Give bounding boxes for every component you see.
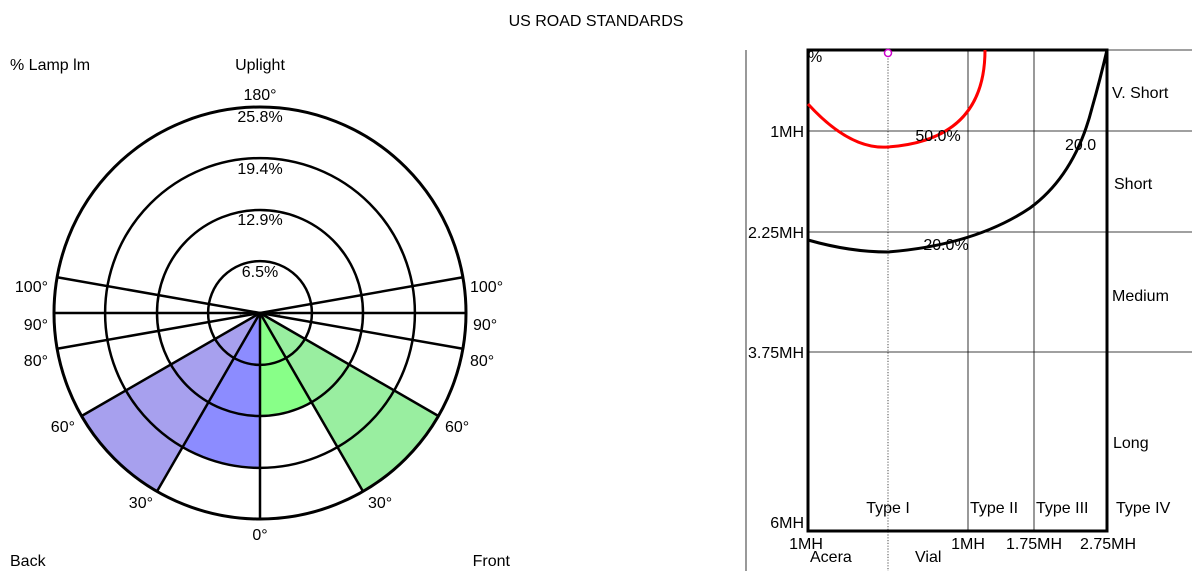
polar-ray-back-30: [155, 312, 262, 493]
luminaire-marker: [883, 48, 893, 58]
polar-ray-back-80: [56, 311, 261, 351]
polar-angle-100-left: 100°: [15, 279, 48, 296]
type-label-3: Type III: [1036, 500, 1088, 517]
y-label-1mh: 1MH: [770, 124, 804, 141]
polar-ray-back-60: [80, 311, 261, 418]
topleft-percent-fragment: %: [808, 49, 822, 66]
x-label-175mh: 1.75MH: [1006, 536, 1062, 553]
polar-ring-label-3: 19.4%: [237, 161, 282, 178]
bottom-label-acera: Acera: [810, 549, 852, 566]
y-label-375mh: 3.75MH: [748, 345, 804, 362]
polar-unit-label: % Lamp lm: [10, 57, 90, 74]
x-label-1mh: 1MH: [951, 536, 985, 553]
polar-ray-front-80: [259, 311, 464, 351]
polar-ring-label-1: 6.5%: [242, 264, 278, 281]
x-label-275mh: 2.75MH: [1080, 536, 1136, 553]
range-label-medium: Medium: [1112, 288, 1169, 305]
type-label-2: Type II: [970, 500, 1018, 517]
polar-zone-fills: [81, 311, 439, 492]
range-label-vshort: V. Short: [1112, 85, 1169, 102]
polar-angle-60-right: 60°: [445, 419, 469, 436]
contour-50pct: [806, 49, 987, 149]
contour-20pct-label: 20.0%: [923, 237, 968, 254]
polar-angle-180: 180°: [243, 87, 276, 104]
polar-back-label: Back: [10, 553, 47, 570]
contour-20pct: [807, 49, 1109, 254]
y-label-6mh: 6MH: [770, 515, 804, 532]
y-label-225mh: 2.25MH: [748, 225, 804, 242]
polar-ray-front-100: [259, 275, 464, 315]
contour-50pct-label: 50.0%: [915, 128, 960, 145]
polar-ring-label-2: 12.9%: [237, 212, 282, 229]
polar-ray-front-60: [259, 311, 440, 418]
polar-front-label: Front: [473, 553, 511, 570]
bottom-label-vial: Vial: [915, 549, 941, 566]
polar-ray-front-30: [258, 312, 365, 493]
isolux-diagram: 50.0% 20.0% 20.0 % 1MH 2.25MH 3.75MH 6MH…: [745, 48, 1192, 571]
polar-ray-back-100: [56, 275, 261, 315]
x-label-left-1mh: 1MH: [789, 536, 823, 553]
type-label-4: Type IV: [1116, 500, 1171, 517]
contour-20pct-edge-label: 20.0: [1065, 137, 1096, 154]
polar-angle-30-right: 30°: [368, 495, 392, 512]
polar-angle-80-left: 80°: [24, 353, 48, 370]
polar-rays: [54, 275, 466, 519]
report-title: US ROAD STANDARDS: [509, 13, 684, 30]
polar-angle-90-left: 90°: [24, 317, 48, 334]
polar-angle-0: 0°: [252, 527, 267, 544]
isolux-frame: [806, 48, 1109, 533]
polar-angle-30-left: 30°: [129, 495, 153, 512]
range-label-long: Long: [1113, 435, 1149, 452]
polar-diagram: % Lamp lm Uplight 180° 25.8% 19.4% 12.9%…: [10, 57, 511, 570]
polar-angle-80-right: 80°: [470, 353, 494, 370]
polar-ring-label-4: 25.8%: [237, 109, 282, 126]
type-label-1: Type I: [866, 500, 910, 517]
polar-angle-100-right: 100°: [470, 279, 503, 296]
polar-angle-60-left: 60°: [51, 419, 75, 436]
polar-uplight-label: Uplight: [235, 57, 285, 74]
polar-angle-90-right: 90°: [473, 317, 497, 334]
range-label-short: Short: [1114, 176, 1153, 193]
